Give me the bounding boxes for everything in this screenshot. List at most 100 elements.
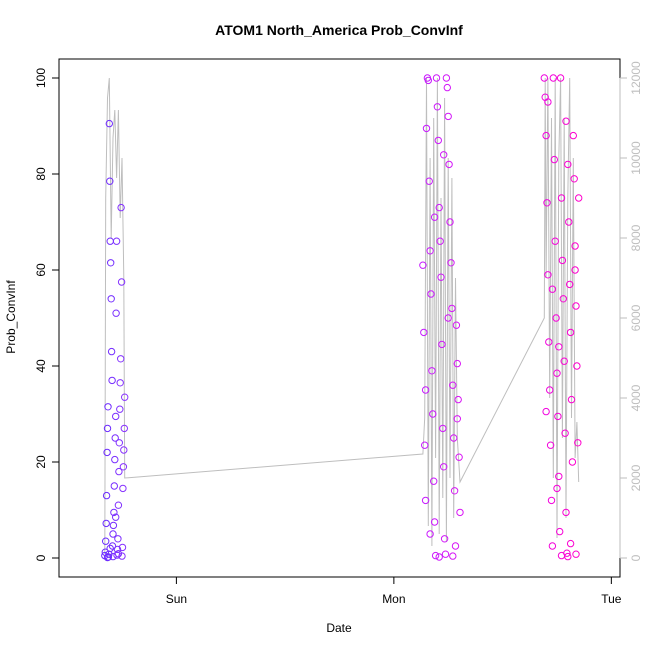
data-point	[428, 367, 436, 375]
data-point	[573, 362, 581, 370]
y-tick-label-left: 100	[34, 68, 48, 88]
data-point	[440, 151, 448, 159]
data-point	[111, 434, 119, 442]
data-point	[105, 119, 114, 128]
data-point	[449, 381, 457, 389]
data-point	[555, 472, 563, 481]
data-point	[107, 347, 116, 356]
data-point	[575, 194, 583, 202]
data-point	[561, 429, 569, 437]
data-point	[107, 295, 115, 303]
y-tick-label-right: 6000	[629, 304, 643, 331]
data-point	[112, 237, 121, 245]
data-point	[430, 477, 438, 485]
data-point	[544, 271, 552, 279]
data-point	[109, 521, 118, 530]
data-point	[114, 550, 123, 558]
data-point	[114, 501, 123, 509]
data-point	[454, 395, 462, 404]
data-point	[548, 542, 557, 550]
data-point	[115, 467, 123, 476]
x-tick-label: Sun	[166, 592, 187, 606]
point-cluster-1	[101, 119, 129, 562]
data-point	[430, 213, 439, 221]
data-point	[117, 278, 126, 286]
data-point	[431, 551, 440, 560]
data-point	[440, 463, 448, 471]
data-point	[120, 446, 128, 454]
data-point	[436, 237, 444, 245]
data-point	[453, 359, 461, 368]
data-point	[560, 357, 568, 365]
data-point	[430, 518, 439, 526]
data-point	[432, 74, 441, 82]
data-point	[104, 403, 112, 411]
data-point	[540, 74, 548, 82]
data-point	[108, 376, 116, 385]
y-tick-label-right: 10000	[629, 141, 643, 175]
data-point	[542, 131, 550, 140]
data-point	[429, 410, 437, 418]
y-tick-label-left: 80	[34, 167, 48, 181]
data-point	[444, 112, 452, 121]
data-point	[120, 424, 129, 433]
data-point	[547, 496, 556, 505]
data-point	[420, 328, 428, 337]
data-point	[424, 76, 432, 85]
data-point	[566, 280, 574, 289]
y-tick-label-right: 12000	[629, 61, 643, 95]
data-point	[566, 328, 575, 337]
data-point	[450, 487, 459, 495]
data-point	[121, 393, 129, 401]
y-tick-label-right: 4000	[629, 384, 643, 411]
data-point	[108, 542, 117, 550]
data-point	[103, 424, 112, 433]
data-point	[564, 160, 572, 169]
data-point	[102, 537, 110, 545]
y-axis-label: Prob_ConvInf	[4, 280, 18, 354]
data-point	[546, 441, 555, 449]
data-point	[555, 343, 563, 351]
data-point	[452, 321, 461, 329]
data-point	[455, 453, 463, 461]
data-point	[106, 544, 114, 553]
data-point	[425, 177, 433, 185]
data-point	[556, 74, 565, 82]
data-point	[421, 386, 430, 394]
x-axis-label: Date	[326, 621, 352, 635]
data-point	[440, 535, 449, 543]
data-point	[102, 491, 111, 500]
data-point	[422, 124, 431, 133]
data-point	[554, 412, 562, 421]
data-point	[550, 155, 558, 164]
data-point	[421, 496, 430, 505]
data-point	[439, 424, 447, 433]
data-point	[102, 519, 110, 528]
data-point	[574, 439, 582, 447]
data-point	[557, 551, 566, 560]
x-tick-label: Tue	[601, 592, 622, 606]
data-point	[569, 131, 577, 140]
data-point	[557, 194, 566, 202]
data-point	[434, 136, 442, 145]
data-point	[426, 530, 434, 538]
data-point	[567, 395, 576, 404]
data-point	[548, 285, 557, 293]
data-point	[445, 160, 453, 169]
data-point	[114, 535, 122, 543]
data-point	[545, 338, 553, 346]
data-point	[109, 530, 117, 538]
data-point	[112, 309, 120, 317]
data-point	[447, 259, 455, 267]
data-point	[435, 553, 443, 561]
data-point	[435, 203, 443, 212]
data-point	[117, 355, 125, 363]
data-point	[119, 484, 127, 493]
y-axis-left: 0 20 40 60 80 100	[34, 68, 60, 561]
data-point	[113, 545, 122, 554]
data-point	[448, 304, 456, 313]
data-point	[444, 314, 452, 322]
y-tick-label-left: 60	[34, 263, 48, 277]
data-point	[446, 218, 454, 226]
data-point	[552, 314, 560, 322]
